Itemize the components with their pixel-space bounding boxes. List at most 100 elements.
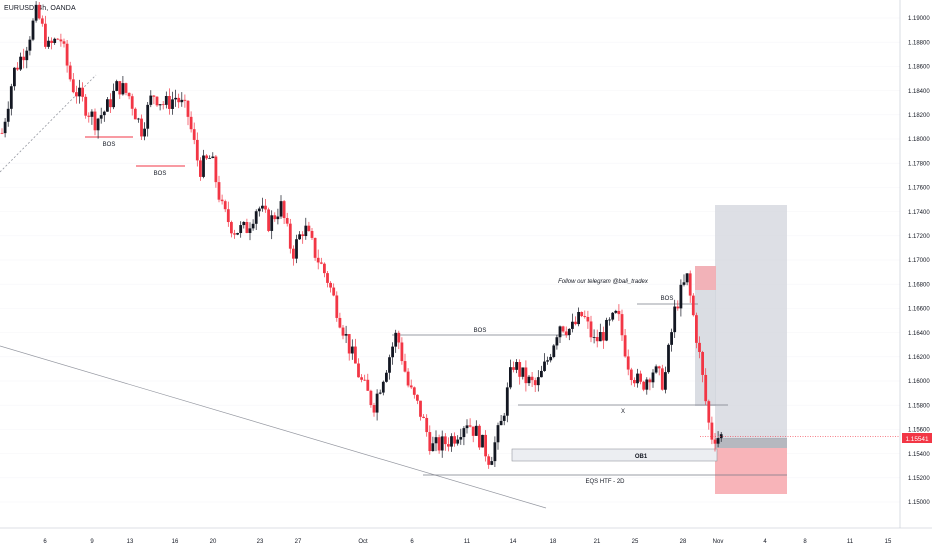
candle-body: [140, 118, 143, 137]
candle-body: [679, 284, 683, 309]
candle-body: [481, 434, 484, 448]
candle-body: [273, 215, 277, 220]
candle-down: [478, 424, 481, 450]
candle-up: [555, 334, 559, 350]
candle-body: [664, 372, 667, 390]
candle-down: [443, 433, 447, 451]
candle-up: [577, 307, 580, 327]
candle-down: [323, 262, 326, 278]
candle-down: [620, 309, 624, 341]
candle-up: [25, 46, 29, 69]
candle-body: [608, 319, 611, 321]
y-tick-label: 1.17200: [908, 234, 930, 240]
candle-up: [19, 52, 22, 71]
candle-body: [71, 79, 75, 93]
candle-down: [617, 304, 621, 321]
candle-body: [298, 234, 301, 240]
candle-body: [307, 225, 311, 231]
candle-down: [133, 107, 137, 120]
price-tag: 1.15541: [902, 433, 932, 443]
candle-body: [400, 342, 404, 362]
y-tick-label: 1.16400: [908, 331, 930, 337]
candle-body: [155, 96, 159, 106]
candle-body: [536, 377, 540, 386]
y-tick-label: 1.17800: [908, 161, 930, 167]
candle-body: [567, 328, 571, 336]
x-tick-label: 4: [763, 539, 767, 545]
candle-body: [87, 115, 91, 117]
candle-body: [239, 225, 243, 234]
candle-body: [577, 311, 580, 325]
origin-supply-zone: [695, 266, 716, 290]
candle-body: [633, 380, 636, 384]
candle-body: [366, 379, 370, 391]
candle-up: [388, 354, 391, 380]
y-tick-label: 1.17000: [908, 258, 930, 264]
candle-up: [605, 317, 608, 342]
candle-body: [276, 216, 280, 220]
candle-body: [629, 369, 633, 381]
candle-body: [437, 437, 441, 451]
candle-body: [561, 326, 565, 332]
candle-down: [87, 112, 91, 123]
candle-up: [496, 422, 500, 450]
candle-body: [310, 230, 314, 238]
candle-body: [636, 373, 639, 384]
candle-down: [130, 93, 134, 116]
candle-body: [62, 41, 66, 44]
candle-body: [611, 312, 615, 320]
candle-up: [78, 79, 81, 104]
ob1-zone: [511, 448, 718, 462]
candle-up: [552, 344, 556, 359]
candle-up: [502, 412, 506, 426]
candle-up: [375, 389, 379, 421]
trend-line-lower: [0, 345, 547, 509]
candle-body: [161, 104, 165, 106]
y-tick-label: 1.16600: [908, 307, 930, 313]
candle-body: [515, 362, 518, 370]
candle-up: [242, 221, 246, 229]
candle-body: [372, 405, 376, 413]
candle-body: [192, 129, 196, 140]
candle-down: [217, 175, 221, 203]
candle-body: [332, 287, 336, 296]
candle-down: [313, 237, 317, 261]
candle-body: [208, 158, 212, 159]
candle-body: [189, 116, 193, 130]
candle-body: [149, 95, 153, 105]
x-tick-label: 15: [885, 539, 892, 545]
y-tick-label: 1.18000: [908, 137, 930, 143]
candle-body: [245, 222, 249, 233]
candle-down: [0, 128, 4, 135]
candle-body: [329, 282, 332, 288]
candle-up: [679, 279, 683, 317]
candle-down: [59, 33, 63, 47]
candle-body: [434, 437, 438, 444]
x-tick-label: 20: [210, 539, 217, 545]
y-tick-label: 1.19000: [908, 16, 930, 22]
candle-down: [168, 88, 171, 115]
candle-down: [660, 364, 664, 391]
candle-down: [310, 228, 314, 241]
candle-body: [292, 248, 295, 259]
candle-body: [626, 356, 630, 370]
candle-down: [205, 154, 208, 161]
candle-up: [298, 231, 301, 240]
candle-up: [493, 436, 497, 467]
candle-up: [239, 221, 243, 238]
candle-down: [676, 300, 680, 311]
origin-zone: [695, 266, 716, 406]
candle-down: [50, 37, 53, 50]
candle-up: [474, 420, 478, 436]
candle-body: [65, 43, 69, 66]
candle-up: [608, 317, 611, 326]
candle-down: [199, 157, 202, 181]
candle-up: [137, 117, 140, 123]
candle-up: [34, 1, 38, 23]
candle-body: [716, 438, 720, 444]
candle-body: [25, 50, 29, 61]
candle-up: [180, 92, 184, 107]
bos-label-1: BOS: [103, 142, 116, 148]
candle-up: [146, 102, 150, 137]
